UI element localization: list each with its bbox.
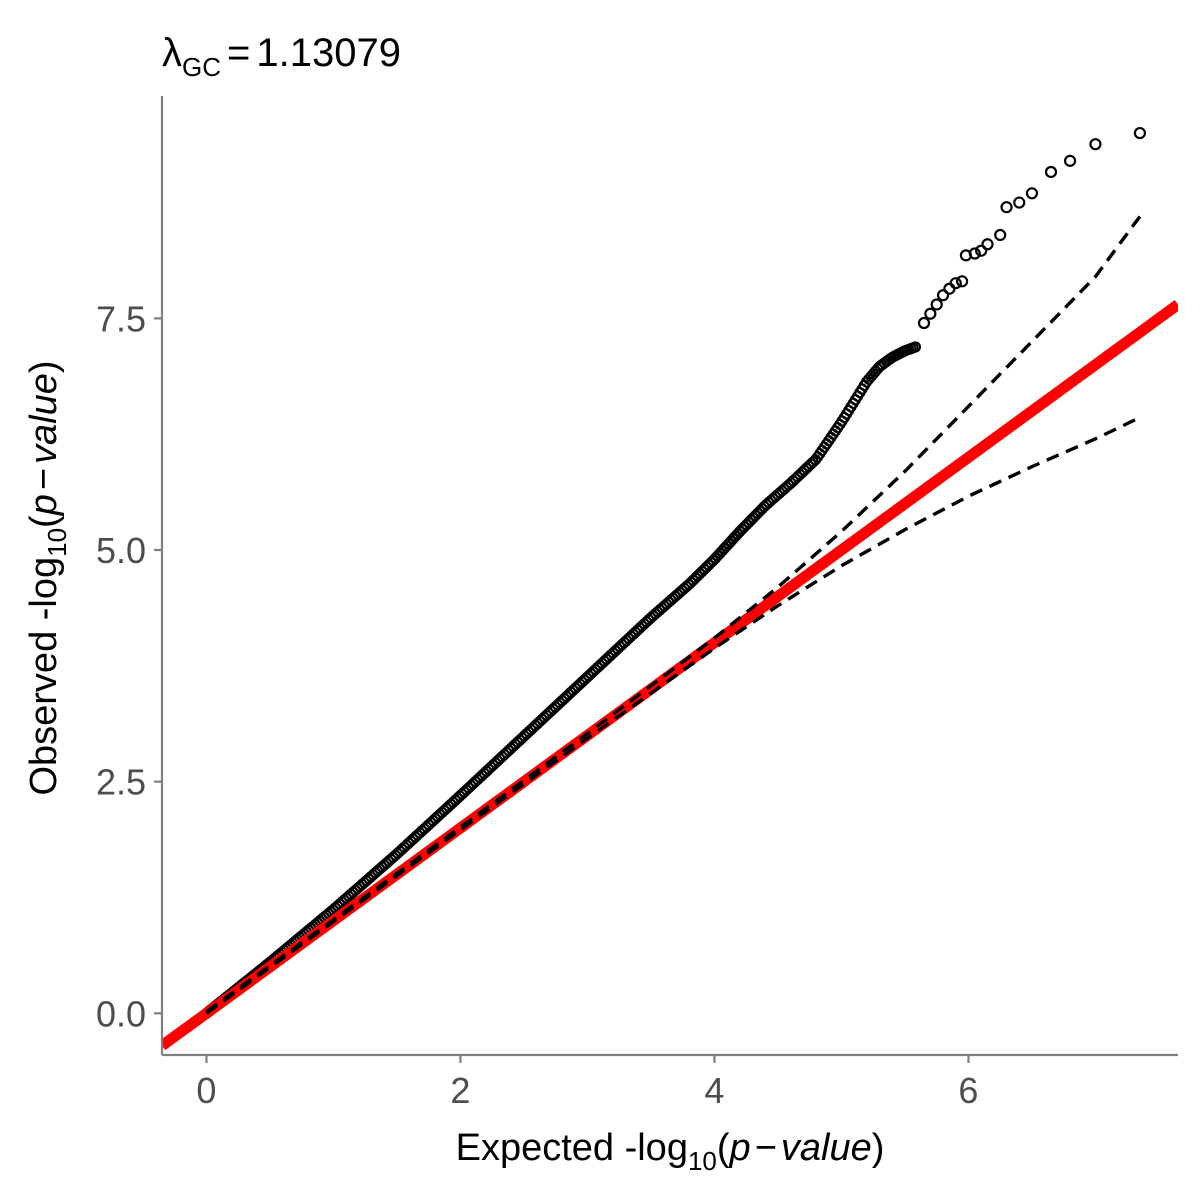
data-point	[1025, 187, 1039, 200]
data-point	[917, 316, 931, 330]
data-point	[1000, 201, 1013, 214]
y-axis-title: Observed -log10(p−value)	[23, 360, 72, 795]
data-point	[936, 289, 950, 302]
data-point	[955, 275, 969, 288]
axis-ticks: 0 2 4 6 0.0 2.5 5.0 7.5	[96, 298, 979, 1111]
x-tick-label: 2	[450, 1070, 470, 1111]
data-point	[994, 228, 1007, 242]
confidence-band-lower	[205, 415, 1141, 1015]
data-point	[1133, 126, 1147, 140]
confidence-band-upper	[205, 215, 1142, 1013]
data-point	[1089, 138, 1102, 151]
data-point	[924, 307, 937, 320]
data-point	[1063, 154, 1077, 167]
data-point	[943, 282, 956, 295]
data-point	[968, 247, 981, 260]
data-point	[949, 277, 962, 290]
data-point	[975, 244, 988, 257]
x-tick-label: 0	[196, 1070, 216, 1111]
y-tick-label: 5.0	[96, 530, 146, 571]
data-point	[981, 238, 994, 251]
data-point	[1044, 165, 1058, 179]
data-point	[1013, 196, 1026, 209]
y-tick-label: 2.5	[96, 762, 146, 803]
chart-title: λGC = 1.13079	[162, 31, 401, 82]
plot-area	[162, 126, 1178, 1051]
x-axis-title: Expected -log10(p − value)	[456, 1127, 885, 1176]
data-point	[930, 298, 943, 311]
data-point	[909, 341, 922, 353]
x-tick-label: 4	[704, 1070, 724, 1111]
points-group	[200, 126, 1147, 1019]
y-tick-label: 0.0	[96, 993, 146, 1034]
x-tick-label: 6	[958, 1070, 978, 1111]
y-tick-label: 7.5	[96, 298, 146, 339]
